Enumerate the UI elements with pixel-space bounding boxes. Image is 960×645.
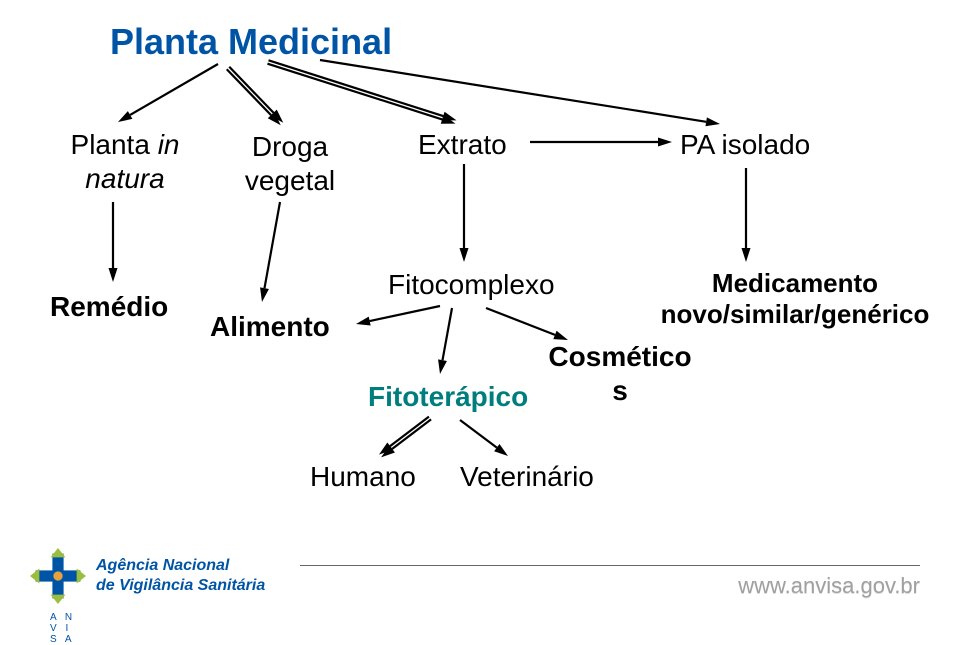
node-droga_vegetal: Drogavegetal	[230, 130, 350, 197]
node-veterinario: Veterinário	[460, 460, 594, 494]
node-fitocomplexo: Fitocomplexo	[388, 268, 555, 302]
node-planta_in_natura-w2: in	[158, 129, 180, 160]
node-cosmetico: Cosméticos	[540, 340, 700, 407]
edge-2	[267, 60, 456, 123]
edge-12	[379, 417, 431, 458]
anvisa-url: www.anvisa.gov.br	[738, 573, 920, 599]
edge-13	[460, 420, 508, 456]
node-droga_vegetal-line1: vegetal	[245, 165, 335, 196]
node-planta_in_natura-w3: natura	[85, 163, 164, 194]
edge-6	[460, 164, 469, 262]
node-remedio: Remédio	[50, 290, 168, 324]
node-medicamento-line1: novo/similar/genérico	[661, 299, 930, 329]
agency-line1: Agência Nacional	[96, 557, 265, 575]
anvisa-logo: A N V I S A Agência Nacional de Vigilânc…	[30, 541, 280, 611]
edge-4	[109, 202, 118, 282]
node-fitoterapico: Fitoterápico	[368, 380, 528, 414]
edge-11	[530, 138, 672, 147]
edge-10	[486, 308, 568, 340]
anvisa-mark: A N V I S A	[30, 548, 86, 604]
edge-3	[320, 60, 720, 126]
node-alimento: Alimento	[210, 310, 330, 344]
edge-9	[438, 308, 452, 374]
edge-5	[260, 202, 280, 302]
node-cosmetico-line1: s	[612, 375, 628, 406]
edge-1	[227, 67, 284, 125]
node-planta_in_natura-w1: Planta	[71, 129, 158, 160]
anvisa-word: A N V I S A	[50, 612, 86, 645]
edge-7	[742, 168, 751, 262]
node-droga_vegetal-line0: Droga	[252, 131, 328, 162]
node-pa_isolado: PA isolado	[680, 128, 810, 162]
edge-8	[356, 306, 440, 325]
edge-0	[118, 64, 218, 122]
footer-divider	[300, 565, 920, 566]
anvisa-text: Agência Nacional de Vigilância Sanitária	[96, 557, 265, 595]
node-humano: Humano	[310, 460, 416, 494]
node-planta_in_natura: Planta innatura	[50, 128, 200, 195]
node-extrato: Extrato	[418, 128, 507, 162]
node-medicamento: Medicamentonovo/similar/genérico	[640, 268, 950, 330]
node-medicamento-line0: Medicamento	[712, 268, 878, 298]
agency-line2: de Vigilância Sanitária	[96, 577, 265, 595]
node-cosmetico-line0: Cosmético	[548, 341, 691, 372]
footer: A N V I S A Agência Nacional de Vigilânc…	[0, 537, 960, 637]
diagram-title: Planta Medicinal	[110, 20, 392, 63]
